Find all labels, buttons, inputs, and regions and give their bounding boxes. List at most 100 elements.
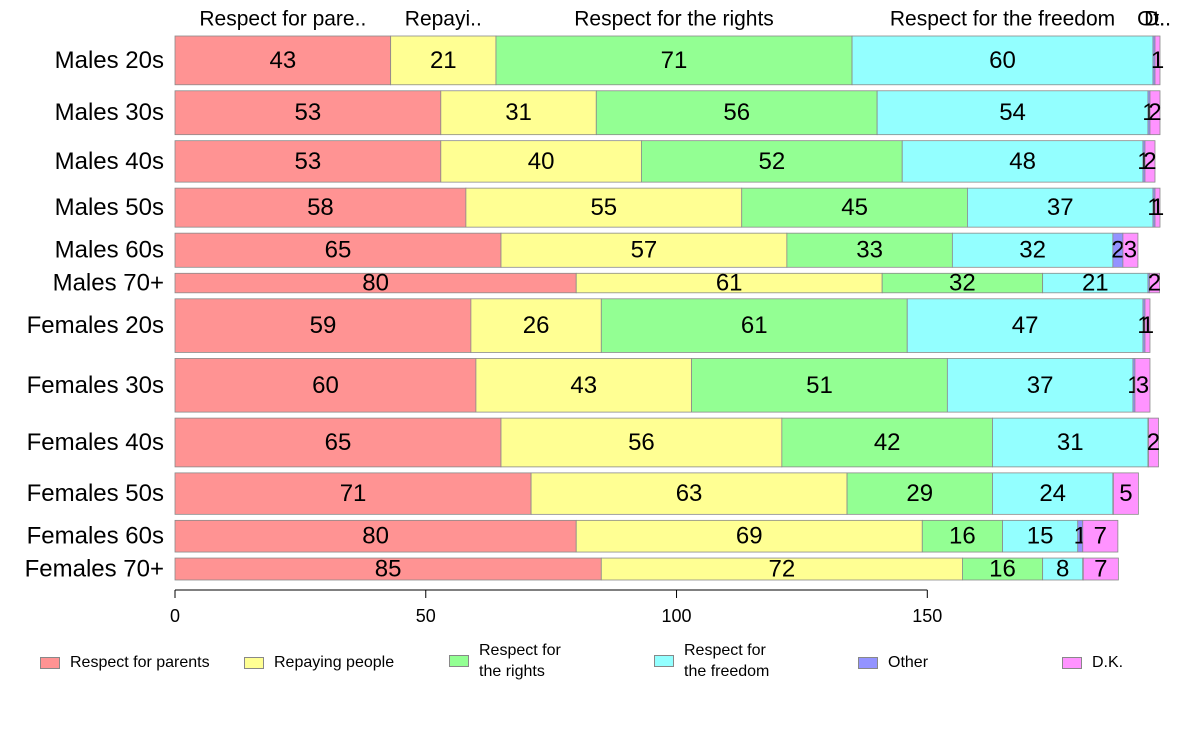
data-label: 48 (1009, 148, 1036, 175)
bar-segment (174, 358, 477, 413)
data-label: 2 (1147, 429, 1160, 456)
bar-segment (600, 298, 908, 353)
bar-segment (1149, 90, 1161, 136)
legend-label: Repaying people (274, 654, 395, 671)
data-label: 47 (1012, 312, 1039, 339)
data-label: 53 (295, 99, 322, 126)
series-top-label: Respect for pare.. (199, 8, 366, 31)
data-label: 53 (295, 148, 322, 175)
data-label: 80 (362, 270, 389, 297)
data-label: 80 (362, 523, 389, 550)
bar-segment (921, 519, 1003, 553)
bar-segment (530, 472, 848, 515)
data-label: 1 (1151, 194, 1164, 221)
data-label: 43 (269, 47, 296, 74)
legend-item-respect-for-parents: Respect for parents (40, 652, 210, 673)
bar-segment (992, 472, 1114, 515)
data-label: 56 (723, 99, 750, 126)
bar-segment (1112, 472, 1139, 515)
bar-segment (595, 90, 878, 136)
bar-segment (1144, 298, 1151, 353)
bar-segment (1134, 358, 1151, 413)
category-label: Males 30s (55, 99, 164, 126)
data-label: 2 (1111, 237, 1124, 264)
legend: Respect for parents Repaying people Resp… (40, 640, 1180, 690)
data-label: 52 (758, 148, 785, 175)
bar-row: Males 20s 43 21 71 60 1 (55, 35, 1164, 86)
data-label: 31 (1057, 429, 1084, 456)
legend-label: Respect for the rights (479, 642, 561, 680)
bar-segment (500, 232, 788, 268)
bar-segment (174, 140, 442, 183)
legend-item-respect-for-the-rights: Respect for the rights (449, 640, 561, 682)
bar-segment (876, 90, 1149, 136)
bar-segment (691, 358, 948, 413)
bar-segment (1122, 232, 1139, 268)
data-label: 65 (325, 429, 352, 456)
data-label: 31 (505, 99, 532, 126)
data-label: 24 (1039, 480, 1066, 507)
bar-segment (786, 232, 953, 268)
bar-segment (465, 187, 743, 228)
bar-segment (440, 90, 597, 136)
series-top-label: Respect for the rights (574, 8, 774, 31)
bar-segment (1149, 272, 1160, 294)
bar-segment (967, 187, 1154, 228)
legend-swatch (858, 656, 878, 669)
legend-swatch (244, 656, 264, 669)
bar-segment (174, 298, 472, 353)
data-label: 71 (661, 47, 688, 74)
data-label: 15 (1027, 523, 1054, 550)
category-label: Males 20s (55, 47, 164, 74)
bar-segment (470, 298, 602, 353)
bar-segment (906, 298, 1144, 353)
data-label: 7 (1094, 523, 1107, 550)
bar-segment (174, 35, 392, 86)
data-label: 7 (1094, 556, 1107, 583)
data-label: 26 (523, 312, 550, 339)
data-label: 59 (310, 312, 337, 339)
bar-segment (475, 358, 692, 413)
bar-segment (1154, 35, 1161, 86)
data-label: 32 (949, 270, 976, 297)
bar-segment (946, 358, 1134, 413)
bar-segment (641, 140, 903, 183)
data-label: 3 (1124, 237, 1137, 264)
bar-row: Females 60s 80 69 16 15 1 7 (27, 519, 1119, 553)
data-label: 2 (1143, 148, 1156, 175)
data-label: 43 (570, 372, 597, 399)
data-label: 71 (340, 480, 367, 507)
data-label: 37 (1047, 194, 1074, 221)
bar-segment (174, 232, 502, 268)
data-label: 1 (1151, 47, 1164, 74)
data-label: 60 (312, 372, 339, 399)
x-tick-label: 50 (416, 606, 436, 626)
bar-segment (1002, 519, 1079, 553)
bar-segment (174, 187, 467, 228)
bar-segment (781, 417, 993, 468)
data-label: 2 (1148, 270, 1161, 297)
data-label: 1 (1141, 312, 1154, 339)
data-label: 21 (1082, 270, 1109, 297)
data-label: 56 (628, 429, 655, 456)
bar-row: Females 70+ 85 72 16 8 7 (25, 556, 1119, 583)
bar-segment (846, 472, 993, 515)
category-label: Females 50s (27, 480, 164, 507)
data-label: 85 (375, 556, 402, 583)
legend-item-other: Other (858, 652, 928, 673)
data-label: 29 (906, 480, 933, 507)
bar-segment (174, 519, 577, 553)
bar-segment (1144, 140, 1156, 183)
legend-item-respect-for-the-freedom: Respect for the freedom (654, 640, 769, 682)
data-label: 42 (874, 429, 901, 456)
data-label: 58 (307, 194, 334, 221)
bar-segment (851, 35, 1154, 86)
legend-label: Respect for parents (70, 654, 210, 671)
data-label: 60 (989, 47, 1016, 74)
data-label: 21 (430, 47, 457, 74)
category-label: Females 60s (27, 523, 164, 550)
data-label: 55 (590, 194, 617, 221)
category-label: Males 50s (55, 194, 164, 221)
bar-segment (951, 232, 1114, 268)
